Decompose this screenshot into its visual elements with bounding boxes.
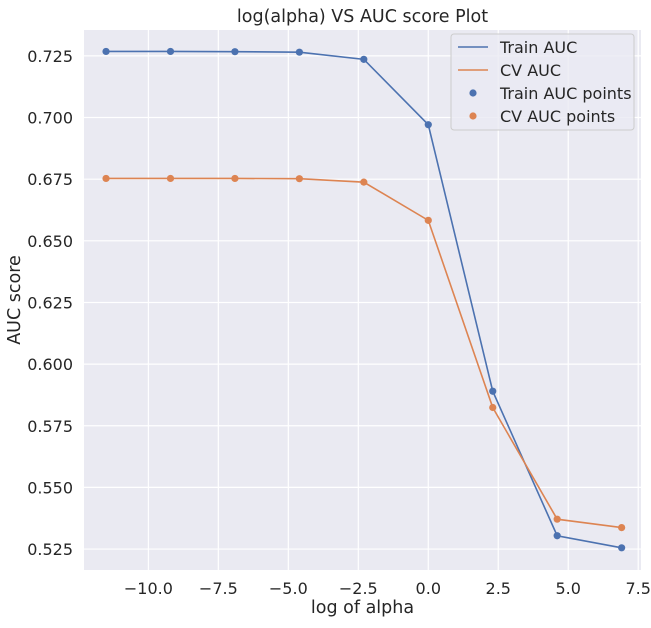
x-tick-label: 7.5 (625, 579, 650, 598)
legend-label-train-auc: Train AUC (499, 38, 577, 57)
data-point-cv-auc (231, 174, 239, 183)
data-point-train-auc (102, 47, 110, 56)
y-tick-label: 0.550 (27, 478, 73, 497)
y-axis-label: AUC score (5, 255, 25, 345)
y-tick-label: 0.700 (27, 109, 73, 128)
data-point-train-auc (618, 544, 626, 552)
data-point-train-auc (553, 532, 561, 540)
y-tick-label: 0.650 (27, 232, 73, 251)
x-tick-label: −5.0 (269, 579, 308, 598)
data-point-train-auc (360, 55, 368, 63)
data-point-cv-auc (553, 515, 561, 523)
legend-box (450, 33, 635, 131)
data-point-cv-auc (618, 523, 626, 532)
series-layer (102, 47, 626, 552)
data-point-cv-auc (360, 178, 368, 186)
x-tick-label: −7.5 (199, 579, 238, 598)
x-tick-label: 2.5 (486, 579, 511, 598)
legend-swatch-cv-auc-points (469, 112, 477, 120)
data-point-cv-auc (424, 216, 432, 224)
legend: Train AUC CV AUC Train AUC points CV AUC… (450, 33, 635, 131)
legend-label-train-auc-points: Train AUC points (499, 84, 632, 103)
data-point-cv-auc (295, 175, 303, 183)
x-tick-label: −10.0 (124, 579, 173, 598)
data-point-train-auc (295, 48, 303, 56)
data-point-train-auc (166, 47, 175, 56)
y-tick-label: 0.600 (27, 355, 73, 374)
y-tick-label: 0.725 (27, 47, 73, 66)
y-axis-ticks: 0.525 0.550 0.575 0.600 0.625 0.650 0.675 0.700… (27, 47, 73, 559)
legend-swatch-train-auc-points (469, 89, 477, 97)
chart-title: log(alpha) VS AUC score Plot (237, 7, 488, 27)
y-tick-label: 0.675 (27, 170, 73, 189)
data-point-train-auc (231, 48, 239, 56)
legend-label-cv-auc: CV AUC (500, 61, 561, 80)
x-axis-ticks: −10.0 −7.5 −5.0 −2.5 0.0 2.5 5.0 7.5 (124, 579, 651, 598)
y-tick-label: 0.625 (27, 293, 73, 312)
data-point-train-auc (489, 387, 497, 395)
data-point-cv-auc (166, 174, 175, 183)
y-tick-label: 0.575 (27, 417, 73, 436)
x-axis-label: log of alpha (311, 598, 414, 618)
y-tick-label: 0.525 (27, 540, 73, 559)
data-point-cv-auc (102, 174, 110, 183)
legend-label-cv-auc-points: CV AUC points (500, 107, 615, 126)
x-tick-label: −2.5 (339, 579, 378, 598)
data-point-cv-auc (489, 403, 497, 412)
x-tick-label: 5.0 (555, 579, 580, 598)
x-tick-label: 0.0 (416, 579, 441, 598)
data-point-train-auc (424, 121, 432, 129)
